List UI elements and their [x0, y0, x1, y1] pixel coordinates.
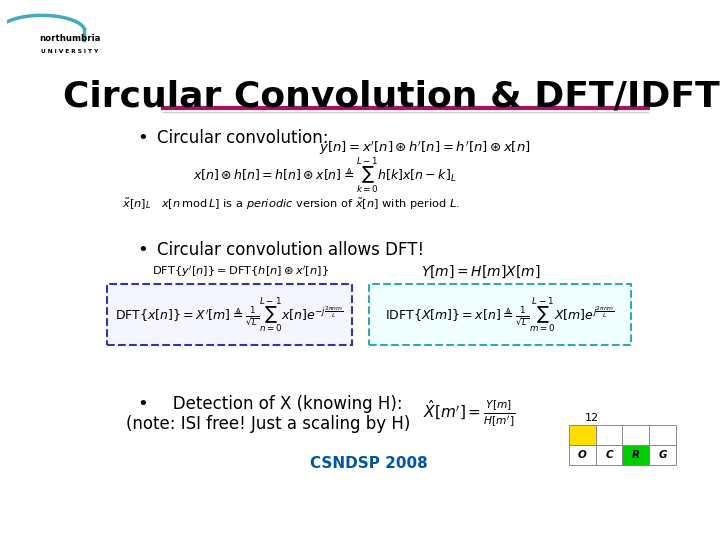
- Text: Detection of X (knowing H):: Detection of X (knowing H):: [157, 395, 402, 413]
- Bar: [649, 425, 676, 445]
- Bar: [622, 425, 649, 445]
- Text: $\mathrm{DFT}\{y'[n]\} = \mathrm{DFT}\{h[n] \circledast x'[n]\}$: $\mathrm{DFT}\{y'[n]\} = \mathrm{DFT}\{h…: [152, 265, 329, 279]
- Text: $\tilde{x}[n]_L \quad x[n\,\mathrm{mod}\,L]$ is a $\mathit{periodic}$ version of: $\tilde{x}[n]_L \quad x[n\,\mathrm{mod}\…: [122, 197, 460, 212]
- Text: $y[n] = x'[n] \circledast h'[n] = h'[n] \circledast x[n]$: $y[n] = x'[n] \circledast h'[n] = h'[n] …: [319, 139, 531, 157]
- Text: C: C: [605, 450, 613, 460]
- Text: Circular Convolution & DFT/IDFT: Circular Convolution & DFT/IDFT: [63, 79, 720, 113]
- Text: O: O: [577, 450, 587, 460]
- Bar: [622, 445, 649, 465]
- Text: G: G: [658, 450, 667, 460]
- Bar: [649, 445, 676, 465]
- Text: (note: ISI free! Just a scaling by H): (note: ISI free! Just a scaling by H): [126, 415, 410, 434]
- Text: northumbria: northumbria: [39, 35, 101, 43]
- Text: U N I V E R S I T Y: U N I V E R S I T Y: [41, 50, 99, 55]
- Text: •: •: [138, 395, 148, 413]
- FancyBboxPatch shape: [369, 284, 631, 346]
- Bar: [595, 445, 622, 465]
- Text: $\mathrm{DFT}\{x[n]\} = X'[m] \triangleq \frac{1}{\sqrt{L}}\sum_{n=0}^{L-1} x[n]: $\mathrm{DFT}\{x[n]\} = X'[m] \triangleq…: [115, 295, 344, 335]
- Text: Circular convolution allows DFT!: Circular convolution allows DFT!: [157, 241, 424, 259]
- Bar: [569, 445, 595, 465]
- Text: $\mathrm{IDFT}\{X[m]\} = x[n] \triangleq \frac{1}{\sqrt{L}}\sum_{m=0}^{L-1} X[m]: $\mathrm{IDFT}\{X[m]\} = x[n] \triangleq…: [385, 295, 615, 335]
- Text: $x[n] \circledast h[n] = h[n] \circledast x[n] \triangleq \sum_{k=0}^{L-1} h[k]x: $x[n] \circledast h[n] = h[n] \circledas…: [193, 156, 456, 197]
- Bar: [569, 425, 595, 445]
- Text: $Y[m] = H[m]X[m]$: $Y[m] = H[m]X[m]$: [421, 264, 540, 280]
- Bar: [595, 425, 622, 445]
- Text: Circular convolution:: Circular convolution:: [157, 129, 328, 146]
- Text: 12: 12: [585, 413, 599, 423]
- Text: $\hat{X}[m'] = \frac{Y[m]}{H[m']}$: $\hat{X}[m'] = \frac{Y[m]}{H[m']}$: [423, 399, 516, 429]
- FancyBboxPatch shape: [107, 284, 352, 346]
- Text: CSNDSP 2008: CSNDSP 2008: [310, 456, 428, 471]
- Text: R: R: [631, 450, 640, 460]
- Text: •: •: [138, 241, 148, 259]
- Text: •: •: [138, 129, 148, 146]
